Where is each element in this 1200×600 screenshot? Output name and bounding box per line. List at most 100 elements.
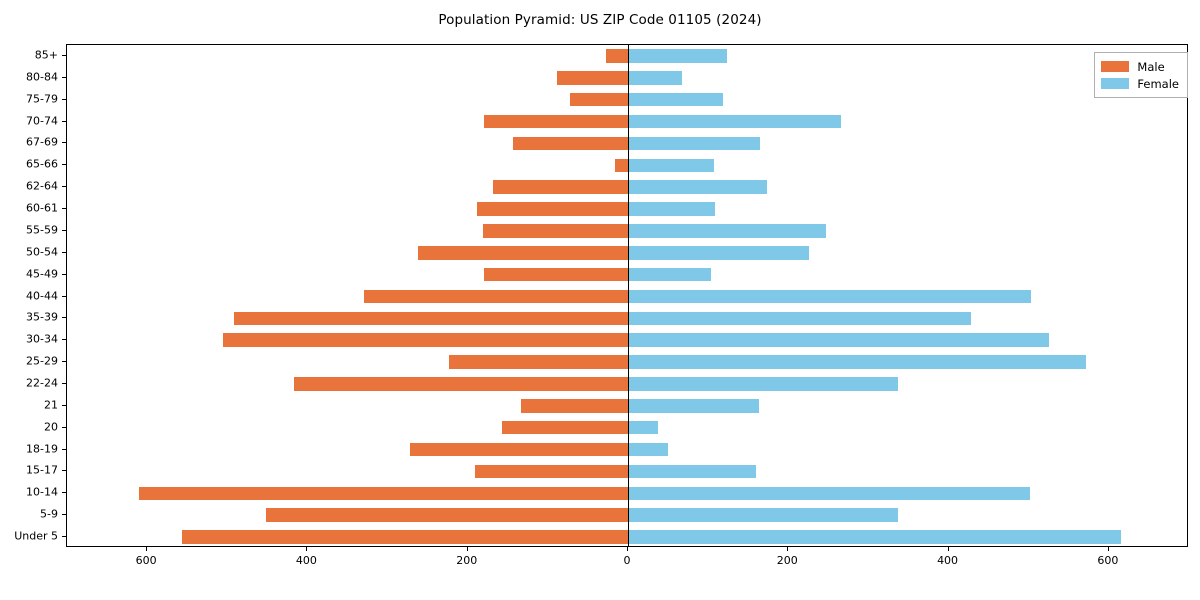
bar-row [67,114,1187,129]
bar-female [628,530,1121,544]
bar-male [418,245,628,260]
y-axis-tick-label: 85+ [34,48,58,62]
x-axis-tick-label: 600 [1097,554,1119,567]
bar-row [67,311,1187,326]
y-axis-tick-mark [62,536,66,538]
bar-female [628,267,712,282]
y-axis-tick-label: 30-34 [26,332,58,346]
legend-swatch [1101,78,1130,89]
x-axis-tick-mark [627,547,628,551]
x-axis-tick-label: 400 [937,554,959,567]
y-axis-tick-mark [62,295,66,297]
bar-female [628,377,899,391]
y-axis-tick-mark [62,120,66,122]
bar-male [293,377,628,391]
bar-row [67,355,1187,369]
x-axis-tick-mark [947,547,949,551]
bar-row [67,202,1187,216]
x-axis-tick-mark [146,547,148,551]
y-axis-tick-label: 45-49 [26,267,58,281]
y-axis-tick-label: 35-39 [26,310,58,324]
bar-row [67,267,1187,282]
bar-female [628,508,899,522]
bar-male [557,71,628,85]
bar-row [67,399,1187,413]
x-axis-tick-label: 600 [135,554,157,567]
y-axis-tick-label: 80-84 [26,70,58,84]
y-axis-tick-label: 21 [44,398,58,412]
x-axis-ticks: 600 400 200 0 200 400 600 [66,547,1188,577]
bar-female [628,71,682,85]
y-axis-labels: 85+ 80-84 75-79 70-74 67-69 65-66 62-64 60-61 55… [0,44,58,547]
bar-row [67,464,1187,479]
y-axis-tick-mark [62,470,66,472]
y-axis-tick-label: 70-74 [26,114,58,128]
bar-male [233,311,628,326]
zero-axis-line [628,45,629,546]
bar-male [521,399,628,413]
bar-female [628,442,669,457]
bar-male [265,508,628,522]
bar-female [628,333,1049,347]
bar-female [628,245,810,260]
plot-frame [66,44,1188,547]
plot-area [67,45,1187,546]
y-axis-tick-label: 18-19 [26,442,58,456]
bar-female [628,92,724,107]
bar-male [605,49,628,63]
bar-female [628,224,826,238]
y-axis-tick-label: 5-9 [40,507,58,521]
bar-male [474,464,628,479]
bar-female [628,114,842,129]
bar-female [628,158,714,173]
bar-female [628,355,1087,369]
bar-male [513,136,628,151]
y-axis-tick-label: Under 5 [14,529,58,543]
bar-male [615,158,628,173]
y-axis-tick-mark [62,229,66,231]
page-title: Population Pyramid: US ZIP Code 01105 (2… [438,12,762,28]
y-axis-tick-label: 25-29 [26,354,58,368]
bar-male [223,333,628,347]
bar-male [364,289,628,304]
bar-male [482,224,628,238]
bar-female [628,399,760,413]
bar-row [67,224,1187,238]
bar-row [67,333,1187,347]
y-axis-tick-mark [62,339,66,341]
x-axis-tick-label: 0 [623,554,631,567]
bar-row [67,530,1187,544]
bar-row [67,442,1187,457]
y-axis-tick-mark [62,514,66,516]
bar-male [410,442,628,457]
y-axis-tick-label: 55-59 [26,223,58,237]
bar-row [67,420,1187,435]
x-axis-tick-mark [466,547,468,551]
bar-male [483,114,628,129]
y-axis-tick-mark [62,186,66,188]
bar-male [181,530,628,544]
legend-item: Male [1101,58,1179,75]
x-axis-tick-mark [1107,547,1109,551]
bar-male [477,202,628,216]
y-axis-tick-mark [62,164,66,166]
bar-male [483,267,628,282]
bar-male [449,355,628,369]
y-axis-tick-mark [62,251,66,253]
bar-female [628,202,715,216]
bar-row [67,71,1187,85]
bar-row [67,289,1187,304]
bar-male [570,92,628,107]
bar-row [67,508,1187,522]
bar-female [628,289,1032,304]
y-axis-tick-label: 10-14 [26,485,58,499]
legend-item: Female [1101,75,1179,92]
y-axis-tick-label: 75-79 [26,92,58,106]
y-axis-tick-label: 15-17 [26,463,58,477]
bar-row [67,486,1187,501]
bar-male [502,420,628,435]
bar-male [139,486,628,501]
bar-row [67,92,1187,107]
y-axis-tick-label: 65-66 [26,157,58,171]
